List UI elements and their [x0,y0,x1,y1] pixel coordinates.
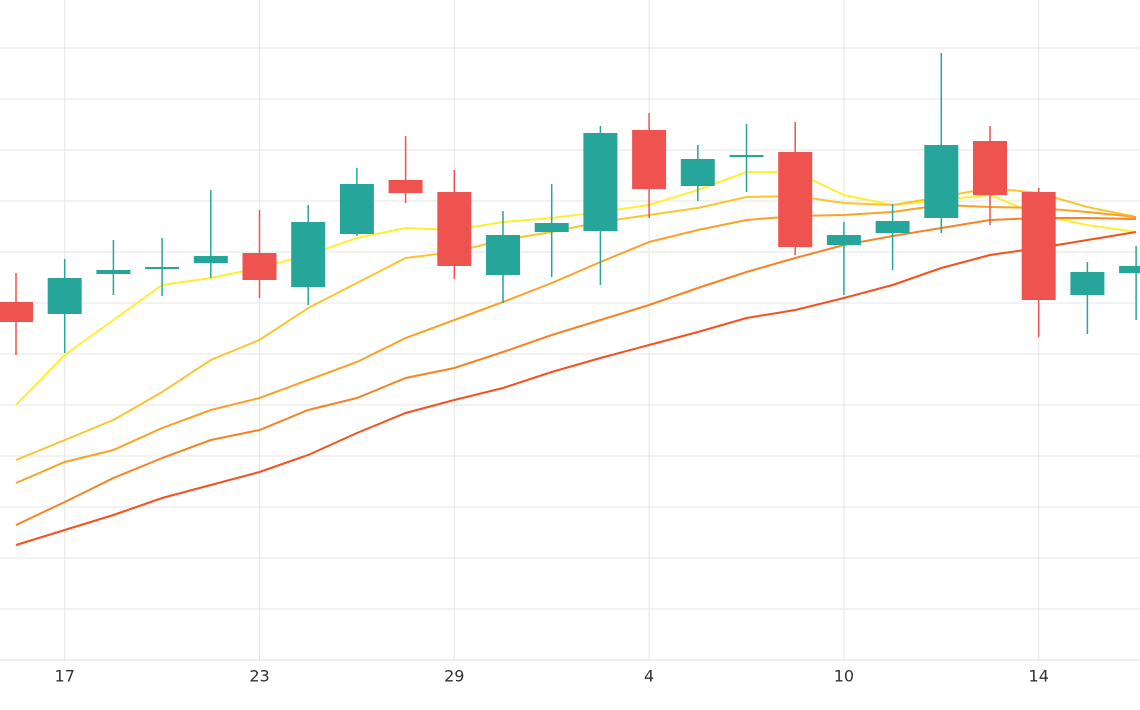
candle-body [47,278,82,314]
moving-average-line [15,203,1137,484]
candle-body [826,235,861,245]
candle-body [534,223,569,232]
candle-body [632,130,667,189]
candle-body [339,184,374,234]
x-tick-label: 14 [1029,667,1049,686]
candle-body [583,133,618,231]
candle-body [193,256,228,263]
candle-body [145,267,180,269]
x-tick-label: 10 [834,667,854,686]
candle-body [437,192,472,266]
candle-body [486,235,520,275]
x-tick-label: 4 [644,667,654,686]
candle-body [875,221,910,233]
candle-body [1070,272,1105,295]
candle-body [388,180,423,193]
candle-body [242,253,277,280]
candle-body [96,270,131,274]
candle-body [291,222,326,287]
x-tick-label: 23 [249,667,269,686]
candle-body [729,155,764,157]
candle-body [973,141,1007,195]
candle-body [1119,266,1140,273]
candle-body [680,159,715,186]
candle-body [924,145,959,218]
candle-body [0,302,33,322]
candle-body [1021,192,1056,300]
x-tick-label: 29 [444,667,464,686]
moving-average-line [15,231,1137,546]
moving-average-line [15,217,1137,526]
candle-body [778,152,813,247]
x-tick-label: 17 [55,667,75,686]
